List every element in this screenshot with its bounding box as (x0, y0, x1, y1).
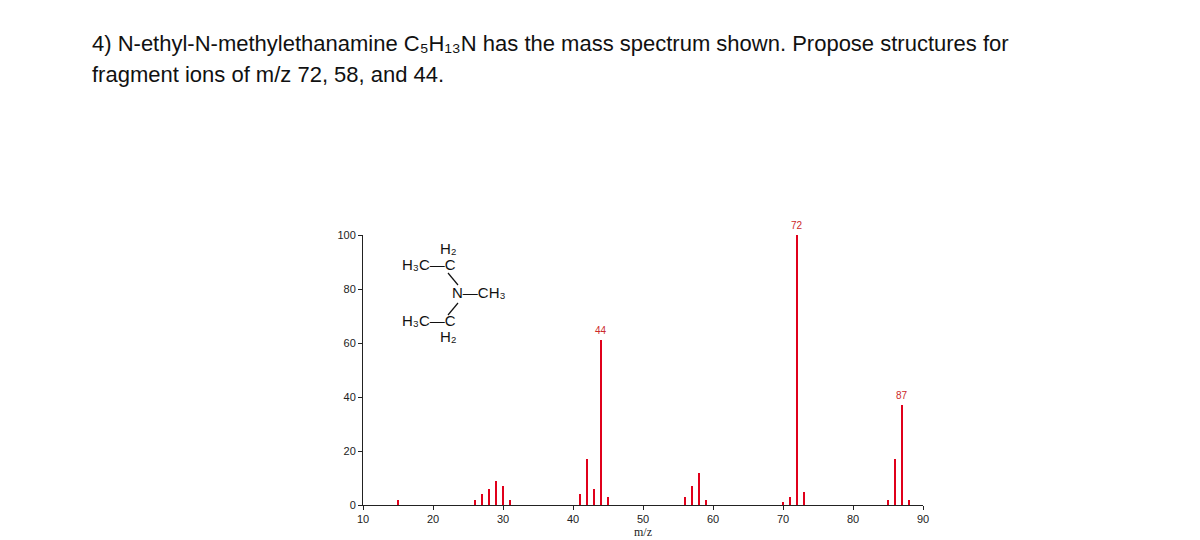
svg-text:H₃C—C: H₃C—C (402, 312, 456, 329)
svg-text:20: 20 (344, 445, 356, 457)
svg-text:H₃C—C: H₃C—C (402, 256, 456, 273)
svg-text:72: 72 (791, 220, 803, 231)
svg-text:87: 87 (896, 390, 908, 401)
html-text:4) N-ethyl-N-methylethanamine: 4) N-ethyl-N-methylethanamine C₅H₁₃N has… (92, 31, 1009, 56)
svg-text:20: 20 (427, 513, 439, 525)
svg-text:44: 44 (595, 325, 607, 336)
svg-text:100: 100 (337, 229, 355, 241)
svg-text:50: 50 (637, 513, 649, 525)
svg-text:H₂: H₂ (440, 328, 457, 345)
svg-text:80: 80 (344, 283, 356, 295)
svg-text:60: 60 (344, 337, 356, 349)
svg-text:80: 80 (847, 513, 859, 525)
svg-text:H₂: H₂ (440, 240, 457, 257)
svg-text:40: 40 (344, 391, 356, 403)
svg-text:10: 10 (357, 513, 369, 525)
svg-text:90: 90 (917, 513, 929, 525)
svg-text:N—CH₃: N—CH₃ (452, 284, 506, 301)
svg-text:30: 30 (497, 513, 509, 525)
html-text:fragment ions of m/z 72, 58, a: fragment ions of m/z 72, 58, and 44. (92, 62, 445, 87)
svg-text:70: 70 (777, 513, 789, 525)
svg-text:60: 60 (707, 513, 719, 525)
svg-text:m/z: m/z (634, 525, 652, 539)
svg-text:0: 0 (350, 499, 356, 511)
svg-text:40: 40 (567, 513, 579, 525)
